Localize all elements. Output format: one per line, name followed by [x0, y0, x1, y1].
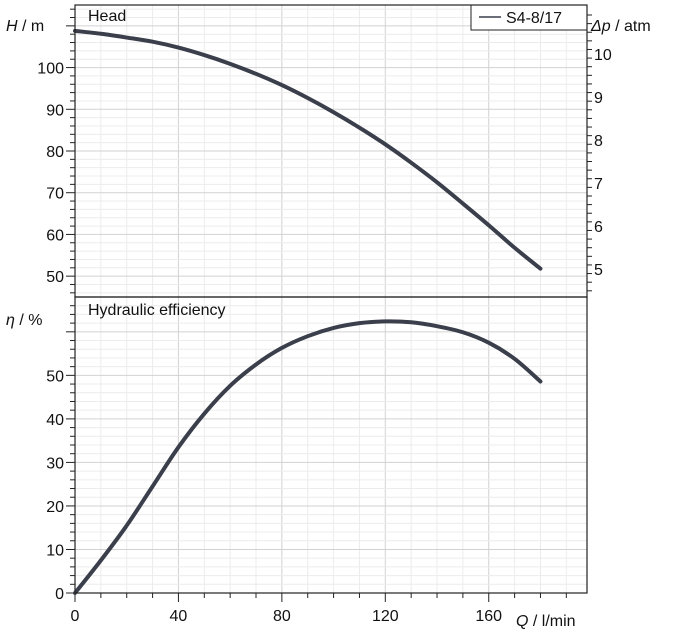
pressure-tick-label: 10 — [594, 47, 612, 64]
efficiency-tick-label: 50 — [46, 368, 64, 385]
flow-tick-label: 160 — [475, 608, 502, 625]
flow-tick-label: 120 — [372, 608, 399, 625]
efficiency-panel-title: Hydraulic efficiency — [88, 302, 226, 319]
efficiency-tick-label: 30 — [46, 455, 64, 472]
head-tick-label: 90 — [46, 102, 64, 119]
head-tick-label: 80 — [46, 144, 64, 161]
head-panel-title: Head — [88, 8, 126, 25]
flow-tick-label: 80 — [273, 608, 291, 625]
efficiency-tick-label: 20 — [46, 499, 64, 516]
legend-label: S4-8/17 — [506, 10, 562, 27]
efficiency-tick-label: 10 — [46, 542, 64, 559]
head-tick-label: 60 — [46, 227, 64, 244]
head-tick-label: 50 — [46, 269, 64, 286]
head-tick-label: 70 — [46, 186, 64, 203]
pressure-tick-label: 8 — [594, 133, 603, 150]
flow-axis-label: Q / l/min — [516, 613, 576, 630]
pressure-tick-label: 9 — [594, 90, 603, 107]
efficiency-tick-label: 0 — [55, 586, 64, 603]
legend: S4-8/17 — [471, 5, 587, 30]
pressure-tick-label: 7 — [594, 176, 603, 193]
flow-tick-label: 40 — [170, 608, 188, 625]
efficiency-panel-grid — [75, 297, 587, 593]
pressure-tick-label: 6 — [594, 219, 603, 236]
head-panel-grid — [75, 5, 587, 297]
flow-tick-label: 0 — [71, 608, 80, 625]
pressure-tick-label: 5 — [594, 262, 603, 279]
efficiency-tick-label: 40 — [46, 412, 64, 429]
head-tick-label: 100 — [37, 61, 64, 78]
head-axis-label: H / m — [6, 18, 44, 35]
pressure-axis-label: Δp / atm — [590, 18, 651, 35]
efficiency-axis-label: η / % — [6, 312, 42, 329]
